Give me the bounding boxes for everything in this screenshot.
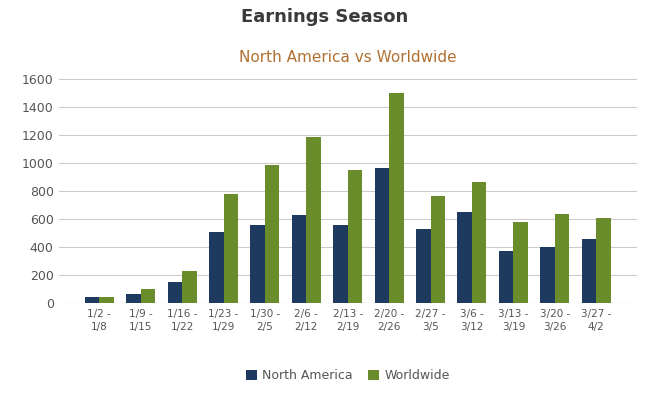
- Bar: [99, 297, 114, 303]
- Bar: [472, 182, 486, 303]
- Title: North America vs Worldwide: North America vs Worldwide: [239, 50, 456, 65]
- Bar: [182, 271, 196, 303]
- Bar: [84, 297, 99, 303]
- Bar: [126, 294, 140, 303]
- Bar: [458, 212, 472, 303]
- Bar: [306, 137, 321, 303]
- Bar: [374, 168, 389, 303]
- Bar: [209, 232, 224, 303]
- Bar: [140, 289, 155, 303]
- Bar: [348, 170, 362, 303]
- Bar: [333, 225, 348, 303]
- Bar: [250, 225, 265, 303]
- Bar: [416, 229, 430, 303]
- Text: Earnings Season: Earnings Season: [241, 8, 409, 26]
- Bar: [168, 282, 182, 303]
- Bar: [514, 222, 528, 303]
- Bar: [389, 93, 404, 303]
- Bar: [596, 219, 611, 303]
- Bar: [292, 215, 306, 303]
- Bar: [224, 194, 238, 303]
- Bar: [430, 196, 445, 303]
- Bar: [499, 251, 514, 303]
- Bar: [540, 246, 555, 303]
- Bar: [555, 214, 569, 303]
- Legend: North America, Worldwide: North America, Worldwide: [241, 364, 454, 387]
- Bar: [265, 165, 280, 303]
- Bar: [582, 240, 596, 303]
